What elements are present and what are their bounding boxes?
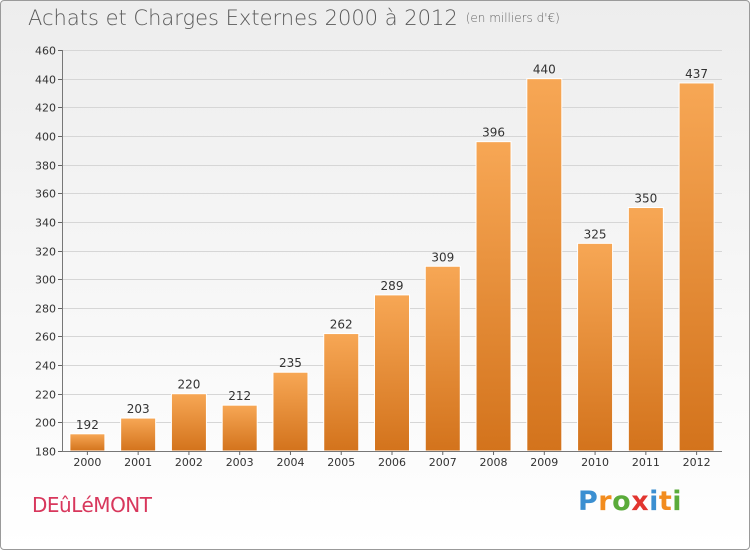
axes: 180 200 220 240 260 280 300 320 340 360 380 400 420 4… (35, 45, 722, 469)
data-label: 203 (127, 402, 150, 416)
x-tick-label: 2007 (429, 456, 457, 469)
data-label: 309 (431, 250, 454, 264)
x-tick-label: 2000 (73, 456, 101, 469)
x-tick-label: 2001 (124, 456, 152, 469)
x-tick-label: 2009 (530, 456, 558, 469)
y-tick-label: 400 (35, 131, 56, 144)
bar (69, 433, 106, 452)
logo-letter: x (631, 486, 650, 517)
data-label: 212 (228, 389, 251, 403)
data-label: 289 (381, 279, 404, 293)
x-tick-label: 2002 (175, 456, 203, 469)
bar (323, 333, 360, 452)
y-tick-label: 300 (35, 274, 56, 287)
x-tick-label: 2003 (226, 456, 254, 469)
y-tick-label: 200 (35, 417, 56, 430)
bar (678, 82, 715, 452)
title-text: Achats et Charges Externes 2000 à 2012 (28, 6, 458, 30)
y-tick-label: 180 (35, 446, 56, 459)
y-tick-label: 360 (35, 188, 56, 201)
x-tick-label: 2004 (276, 456, 304, 469)
logo-letter: o (612, 486, 632, 517)
data-label: 220 (177, 378, 200, 392)
y-tick-label: 320 (35, 246, 56, 259)
bars (69, 78, 715, 452)
data-label: 437 (685, 67, 708, 81)
logo-letter: r (598, 486, 613, 517)
bar (374, 294, 410, 452)
chart-title: Achats et Charges Externes 2000 à 2012 (e… (28, 6, 560, 30)
commune-name: DEûLéMONT (32, 493, 152, 517)
y-tick-label: 340 (35, 217, 56, 230)
data-label: 325 (584, 227, 607, 241)
data-label: 262 (330, 318, 353, 332)
bar (424, 265, 461, 452)
y-tick-label: 260 (35, 331, 56, 344)
logo-letter: t (658, 486, 673, 517)
x-tick-label: 2005 (327, 456, 355, 469)
bar (627, 207, 664, 452)
x-tick-label: 2011 (632, 456, 660, 469)
bar (475, 141, 512, 452)
logo-letter: i (672, 486, 683, 517)
bar (272, 371, 309, 452)
y-tick-label: 280 (35, 303, 56, 316)
data-label: 235 (279, 356, 302, 370)
y-tick-label: 420 (35, 102, 56, 115)
bar (221, 404, 258, 452)
proxiti-logo: Proxiti (578, 486, 682, 517)
bar (577, 242, 614, 452)
data-label: 440 (533, 63, 556, 77)
bar (526, 78, 563, 452)
bar (120, 417, 157, 452)
y-tick-label: 380 (35, 160, 56, 173)
x-tick-label: 2008 (480, 456, 508, 469)
y-tick-label: 460 (35, 45, 56, 58)
logo-letter: P (578, 486, 599, 517)
chart-subtitle: (en milliers d'€) (465, 11, 560, 25)
data-label: 396 (482, 126, 505, 140)
y-tick-label: 240 (35, 360, 56, 373)
data-label: 192 (76, 418, 99, 432)
data-label: 350 (634, 192, 657, 206)
data-labels: 192 203 220 212 235 262 289 309 396 440 325 350 437 (76, 63, 708, 432)
x-tick-label: 2006 (378, 456, 406, 469)
logo-letter: i (649, 486, 659, 517)
bar (170, 393, 207, 452)
x-tick-label: 2010 (581, 456, 609, 469)
y-tick-label: 220 (35, 389, 56, 402)
y-tick-label: 440 (35, 74, 56, 87)
x-tick-label: 2012 (683, 456, 711, 469)
